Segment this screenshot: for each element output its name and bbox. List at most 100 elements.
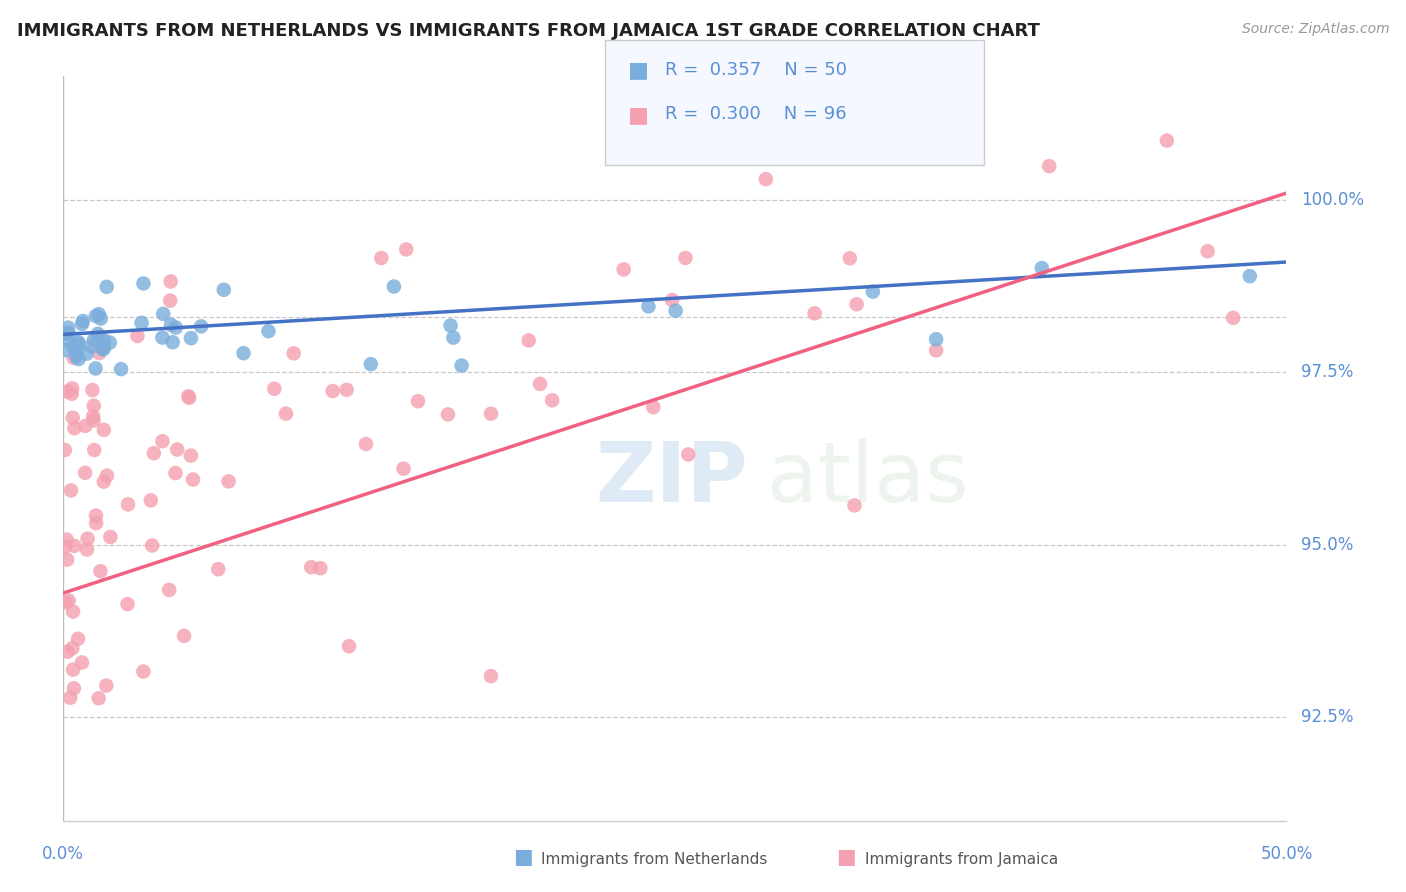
Point [1239, 269, 1261, 284]
Point [70, 656, 93, 670]
Text: IMMIGRANTS FROM NETHERLANDS VS IMMIGRANTS FROM JAMAICA 1ST GRADE CORRELATION CHA: IMMIGRANTS FROM NETHERLANDS VS IMMIGRANT… [17, 22, 1040, 40]
Point [87, 691, 110, 706]
Point [354, 437, 377, 451]
Point [141, 539, 163, 553]
Point [212, 283, 235, 297]
Point [165, 466, 187, 480]
Point [87, 326, 110, 341]
Text: R =  0.357    N = 50: R = 0.357 N = 50 [665, 61, 846, 78]
Point [56, 552, 79, 566]
Point [925, 332, 948, 346]
Point [152, 307, 174, 321]
Text: Source: ZipAtlas.com: Source: ZipAtlas.com [1241, 22, 1389, 37]
Point [53, 443, 76, 458]
Point [56, 645, 79, 659]
Point [643, 401, 665, 415]
Point [93, 333, 115, 347]
Point [517, 334, 540, 348]
Point [845, 297, 868, 311]
Point [96, 468, 118, 483]
Point [127, 329, 149, 343]
Point [437, 408, 460, 422]
Point [56, 320, 79, 334]
Point [541, 393, 564, 408]
Text: Immigrants from Netherlands: Immigrants from Netherlands [541, 852, 768, 867]
Point [309, 561, 332, 575]
Text: 0.0%: 0.0% [42, 845, 84, 863]
Point [1197, 244, 1219, 259]
Point [844, 499, 866, 513]
Text: ■: ■ [628, 105, 650, 125]
Point [439, 318, 461, 333]
Point [59, 690, 82, 705]
Text: R =  0.300    N = 96: R = 0.300 N = 96 [665, 105, 846, 123]
Point [76, 542, 98, 557]
Point [406, 394, 429, 409]
Point [96, 679, 118, 693]
Point [613, 262, 636, 277]
Point [76, 346, 98, 360]
Point [65, 350, 87, 364]
Point [274, 407, 297, 421]
Point [62, 351, 84, 365]
Point [862, 285, 884, 299]
Point [678, 447, 700, 461]
Point [76, 532, 98, 546]
Point [83, 333, 105, 347]
Point [179, 391, 201, 405]
Point [661, 293, 683, 307]
Point [1156, 134, 1178, 148]
Point [370, 251, 392, 265]
Point [89, 564, 111, 578]
Point [66, 343, 89, 358]
Point [87, 330, 110, 344]
Point [82, 409, 104, 424]
Point [72, 314, 94, 328]
Point [159, 275, 181, 289]
Point [55, 326, 77, 341]
Text: Immigrants from Jamaica: Immigrants from Jamaica [865, 852, 1057, 867]
Point [139, 493, 162, 508]
Point [180, 449, 202, 463]
Point [66, 632, 89, 646]
Point [665, 303, 688, 318]
Text: ■: ■ [837, 847, 856, 867]
Point [1031, 261, 1053, 276]
Point [173, 629, 195, 643]
Point [190, 319, 212, 334]
Text: 97.5%: 97.5% [1301, 363, 1354, 382]
Text: 100.0%: 100.0% [1301, 191, 1364, 209]
Point [70, 317, 93, 331]
Text: ■: ■ [628, 61, 650, 80]
Point [637, 299, 659, 313]
Point [62, 605, 84, 619]
Point [132, 277, 155, 291]
Point [87, 307, 110, 321]
Point [75, 466, 97, 480]
Point [60, 641, 83, 656]
Point [82, 383, 104, 397]
Point [322, 384, 344, 398]
Point [55, 533, 77, 547]
Point [67, 335, 90, 350]
Point [62, 663, 84, 677]
Text: 50.0%: 50.0% [1260, 845, 1313, 863]
Point [98, 530, 121, 544]
Point [98, 335, 121, 350]
Point [93, 475, 115, 489]
Point [83, 399, 105, 413]
Point [63, 421, 86, 435]
Point [80, 339, 103, 353]
Point [925, 343, 948, 358]
Point [83, 413, 105, 427]
Point [450, 359, 472, 373]
Point [117, 597, 139, 611]
Point [675, 251, 697, 265]
Point [263, 382, 285, 396]
Point [142, 446, 165, 460]
Point [84, 508, 107, 523]
Point [162, 335, 184, 350]
Point [382, 279, 405, 293]
Point [75, 418, 97, 433]
Text: ■: ■ [513, 847, 533, 867]
